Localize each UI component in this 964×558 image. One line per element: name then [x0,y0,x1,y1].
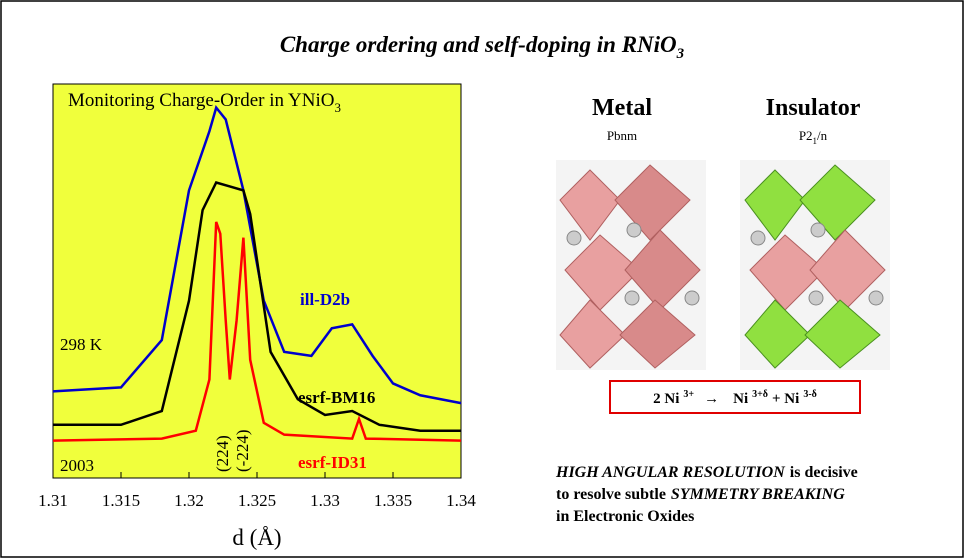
x-tick-label: 1.33 [310,491,340,510]
chart-title-sub: 3 [334,100,341,115]
plot-area [53,84,461,478]
equation: 2 Ni 3+ → Ni 3+δ + Ni 3-δ [653,389,817,407]
x-axis-label: d (Å) [232,525,281,550]
structure-metal [556,160,706,370]
x-tick-label: 1.325 [238,491,276,510]
eq-sup: 3-δ [803,389,817,400]
x-tick-label: 1.315 [102,491,140,510]
atom [625,291,639,305]
eq-sup: 3+δ [752,389,768,400]
note-line: in Electronic Oxides [556,508,694,525]
eq-arrow: → [704,391,719,407]
eq-part: Ni [733,391,748,407]
x-tick-label: 1.34 [446,491,476,510]
space-group-rest: /n [817,128,828,143]
annotation: 2003 [60,456,94,475]
note-text: is decisive [790,464,858,481]
x-tick-label: 1.335 [374,491,412,510]
title-sub: 3 [676,46,685,62]
atom [567,231,581,245]
note-text: to resolve subtle [556,486,666,503]
space-group-text: P2 [799,128,813,143]
x-tick-label: 1.31 [38,491,68,510]
eq-part: 2 Ni [653,391,679,407]
series-label: esrf-ID31 [298,453,367,472]
note-line: to resolve subtle SYMMETRY BREAKING [556,486,845,503]
atom [811,223,825,237]
slide: Charge ordering and self-doping in RNiO3… [0,0,964,558]
space-group-text: Pbnm [607,128,637,143]
annotation: (224) [213,435,232,472]
series-label: ill-D2b [300,290,350,309]
annotation: 298 K [60,335,103,354]
structure-name: Metal [592,95,652,121]
chart-title-text: Monitoring Charge-Order in YNiO [68,90,334,111]
structure-name: Insulator [766,95,861,121]
note-emph: HIGH ANGULAR RESOLUTION [555,464,786,481]
space-group: Pbnm [607,128,637,143]
annotation: (-224) [233,430,252,472]
eq-sup: 3+ [683,389,694,400]
eq-part: + Ni [772,391,799,407]
atom [869,291,883,305]
x-tick-label: 1.32 [174,491,204,510]
title-text: Charge ordering and self-doping in RNiO [280,32,677,57]
structure-insulator [740,160,890,370]
atom [751,231,765,245]
atom [627,223,641,237]
series-label: esrf-BM16 [298,388,375,407]
atom [685,291,699,305]
atom [809,291,823,305]
note-emph: SYMMETRY BREAKING [671,486,845,503]
